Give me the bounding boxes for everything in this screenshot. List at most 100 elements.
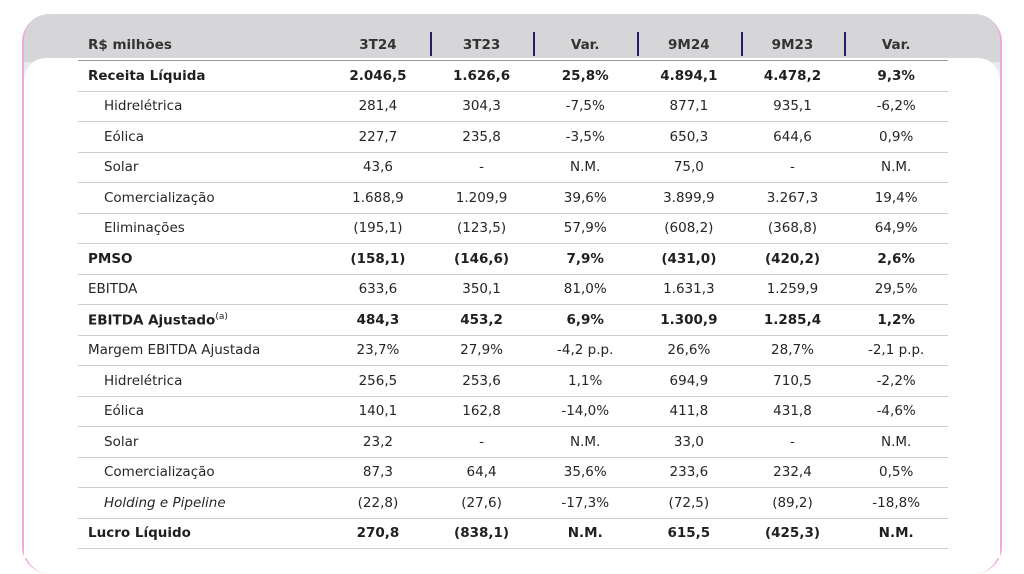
table-cell: 2.046,5 xyxy=(326,60,430,92)
table-cell: (368,8) xyxy=(740,213,845,244)
table-cell: (72,5) xyxy=(637,487,741,519)
table-cell: 23,7% xyxy=(326,335,430,366)
table-cell: (22,8) xyxy=(326,487,430,519)
table-cell: 232,4 xyxy=(740,457,845,488)
table-cell: 64,9% xyxy=(844,213,948,244)
table-cell: 33,0 xyxy=(637,426,741,458)
table-cell: -6,2% xyxy=(844,91,948,122)
table-cell: 75,0 xyxy=(637,152,741,183)
table-row: Margem EBITDA Ajustada 23,7% 27,9% -4,2 p.p… xyxy=(78,335,948,366)
table-cell: 29,5% xyxy=(844,274,948,305)
row-label-text: Hidrelétrica xyxy=(104,372,183,389)
header-cell-sep: 3T23 xyxy=(429,30,534,61)
table-cell: N.M. xyxy=(533,518,638,549)
row-label-text: Margem EBITDA Ajustada xyxy=(88,342,261,359)
table-cell: 19,4% xyxy=(844,182,948,214)
column-separator xyxy=(429,32,432,56)
table-cell: 411,8 xyxy=(637,396,741,427)
table-cell: 1.631,3 xyxy=(637,274,741,305)
row-label-text: Holding e Pipeline xyxy=(104,494,226,511)
row-label-text: PMSO xyxy=(88,250,133,267)
table-cell: N.M. xyxy=(844,152,948,183)
table-cell: N.M. xyxy=(533,426,638,458)
row-label: Hidrelétrica xyxy=(78,91,327,122)
table-cell: 64,4 xyxy=(429,457,534,488)
table-row: Hidrelétrica 256,5 253,6 1,1% 694,9 710,5 -2,2… xyxy=(78,365,948,397)
table-cell: 9,3% xyxy=(844,60,948,92)
row-label-text: Solar xyxy=(104,159,139,176)
table-cell: 256,5 xyxy=(326,365,430,397)
table-cell: -17,3% xyxy=(533,487,638,519)
table-cell: 28,7% xyxy=(740,335,845,366)
table-cell: -4,6% xyxy=(844,396,948,427)
table-row: EBITDA Ajustado(a) 484,3 453,2 6,9% 1.300,9 1… xyxy=(78,304,948,336)
row-label: Solar xyxy=(78,426,327,458)
table-cell: - xyxy=(429,426,534,458)
table-cell: 233,6 xyxy=(637,457,741,488)
table-cell: (608,2) xyxy=(637,213,741,244)
header-cell-sep: Var. xyxy=(844,30,948,61)
table-cell: 935,1 xyxy=(740,91,845,122)
table-cell: 4.478,2 xyxy=(740,60,845,92)
header-label: 3T23 xyxy=(462,37,501,53)
row-label: Margem EBITDA Ajustada xyxy=(78,335,327,366)
table-cell: 140,1 xyxy=(326,396,430,427)
table-cell: 1.259,9 xyxy=(740,274,845,305)
table-cell: (158,1) xyxy=(326,243,430,275)
column-separator xyxy=(637,32,640,56)
table-cell: 0,9% xyxy=(844,121,948,153)
table-cell: 1,1% xyxy=(533,365,638,397)
row-label: EBITDA xyxy=(78,274,327,305)
table-row: Eólica 140,1 162,8 -14,0% 411,8 431,8 -4,6% xyxy=(78,396,948,427)
table-cell: 453,2 xyxy=(429,304,534,336)
table-row: Comercialização 1.688,9 1.209,9 39,6% 3.899,… xyxy=(78,182,948,214)
table-cell: (146,6) xyxy=(429,243,534,275)
table-cell: -2,2% xyxy=(844,365,948,397)
header-cell-sep: Var. xyxy=(533,30,638,61)
table-cell: 235,8 xyxy=(429,121,534,153)
table-cell: N.M. xyxy=(844,426,948,458)
table-cell: 281,4 xyxy=(326,91,430,122)
table-cell: (27,6) xyxy=(429,487,534,519)
table-cell: 57,9% xyxy=(533,213,638,244)
row-label: Receita Líquida xyxy=(78,60,327,92)
table-cell: 484,3 xyxy=(326,304,430,336)
row-label-text: Lucro Líquido xyxy=(88,525,191,542)
table-cell: 650,3 xyxy=(637,121,741,153)
footnote-marker: (a) xyxy=(215,311,228,322)
row-label-text: Receita Líquida xyxy=(88,67,206,84)
table-cell: 4.894,1 xyxy=(637,60,741,92)
table-cell: 270,8 xyxy=(326,518,430,549)
table-cell: 644,6 xyxy=(740,121,845,153)
table-cell: 633,6 xyxy=(326,274,430,305)
table-cell: N.M. xyxy=(533,152,638,183)
table-cell: 35,6% xyxy=(533,457,638,488)
table-body: Receita Líquida 2.046,5 1.626,6 25,8% 4.894,… xyxy=(78,60,948,549)
table-row: Solar 43,6- N.M. 75,0- N.M. xyxy=(78,152,948,183)
table-cell: 615,5 xyxy=(637,518,741,549)
header-row: R$ milhões 3T24 3T23 Var. 9M24 9M23 Var. xyxy=(78,30,948,61)
header-cell: R$ milhões xyxy=(78,30,327,61)
table-cell: 877,1 xyxy=(637,91,741,122)
row-label: Comercialização xyxy=(78,182,327,214)
row-label: Eólica xyxy=(78,396,327,427)
table-cell: -14,0% xyxy=(533,396,638,427)
table-cell: 694,9 xyxy=(637,365,741,397)
table-cell: 2,6% xyxy=(844,243,948,275)
table-cell: 43,6 xyxy=(326,152,430,183)
table-cell: 1,2% xyxy=(844,304,948,336)
table-cell: 26,6% xyxy=(637,335,741,366)
row-label-text: Comercialização xyxy=(104,189,215,206)
row-label-text: Hidrelétrica xyxy=(104,98,183,115)
column-separator xyxy=(844,32,847,56)
table-row: Receita Líquida 2.046,5 1.626,6 25,8% 4.894,… xyxy=(78,60,948,92)
row-label-text: EBITDA Ajustado xyxy=(88,312,216,328)
row-label-text: Eólica xyxy=(104,403,144,420)
table-row: Comercialização 87,3 64,4 35,6% 233,6 232,4 0,… xyxy=(78,457,948,488)
row-label-text: EBITDA xyxy=(88,281,138,298)
row-label: Solar xyxy=(78,152,327,183)
table-cell: 27,9% xyxy=(429,335,534,366)
table-cell: 7,9% xyxy=(533,243,638,275)
table-row: Lucro Líquido 270,8 (838,1) N.M. 615,5 (425,3… xyxy=(78,518,948,549)
row-label: Eólica xyxy=(78,121,327,153)
